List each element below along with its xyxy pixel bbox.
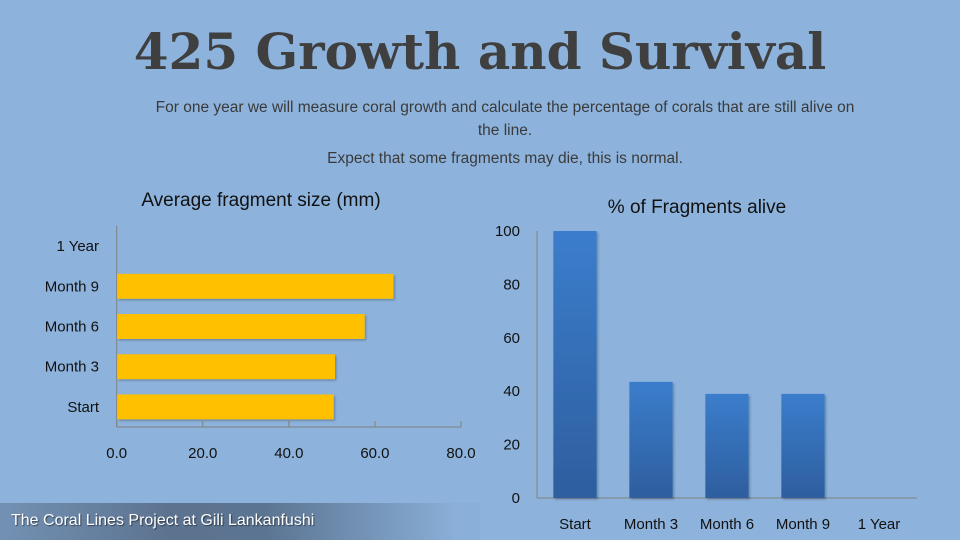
size-category-label: Month 6 (45, 319, 99, 336)
description-line-1: For one year we will measure coral growt… (155, 99, 855, 139)
fragments-alive-chart-title: % of Fragments alive (608, 197, 786, 218)
alive-category-label: Month 6 (700, 516, 754, 533)
size-x-tick-label: 60.0 (360, 445, 389, 462)
alive-y-tick-label: 40 (503, 383, 520, 400)
alive-y-tick-label: 0 (512, 490, 520, 507)
size-category-label: Start (67, 399, 100, 416)
alive-y-tick-label: 60 (503, 330, 520, 347)
size-category-label: Month 9 (45, 278, 99, 295)
alive-bar (629, 381, 673, 498)
alive-category-label: 1 Year (858, 516, 901, 533)
footer-banner: The Coral Lines Project at Gili Lankanfu… (0, 503, 480, 540)
alive-y-tick-label: 80 (503, 276, 520, 293)
size-x-tick-label: 40.0 (274, 445, 303, 462)
size-x-tick-label: 0.0 (106, 445, 127, 462)
description-line-2: Expect that some fragments may die, this… (327, 150, 683, 167)
size-bar (117, 394, 334, 420)
alive-y-tick-label: 100 (495, 223, 520, 240)
size-category-label: Month 3 (45, 359, 99, 376)
alive-y-tick-label: 20 (503, 437, 520, 454)
size-x-tick-label: 20.0 (188, 445, 217, 462)
alive-category-label: Month 3 (624, 516, 678, 533)
alive-category-label: Month 9 (776, 516, 830, 533)
size-bar (117, 314, 365, 339)
size-x-tick-label: 80.0 (446, 445, 475, 462)
footer-text: The Coral Lines Project at Gili Lankanfu… (11, 512, 315, 529)
fragment-size-chart-title: Average fragment size (mm) (141, 190, 380, 211)
fragment-size-chart: Average fragment size (mm) 0.0 20.0 40.0 60… (45, 190, 476, 462)
size-category-label: 1 Year (56, 238, 99, 255)
size-bar (117, 354, 335, 380)
fragments-alive-chart: % of Fragments alive 0 20 40 60 80 100 Start Mo… (495, 197, 917, 533)
alive-category-label: Start (559, 516, 592, 533)
alive-bar (553, 231, 597, 498)
alive-bar (705, 393, 749, 498)
size-bar (117, 273, 394, 299)
alive-bar (781, 393, 825, 498)
page-title: 425 Growth and Survival (133, 22, 827, 81)
